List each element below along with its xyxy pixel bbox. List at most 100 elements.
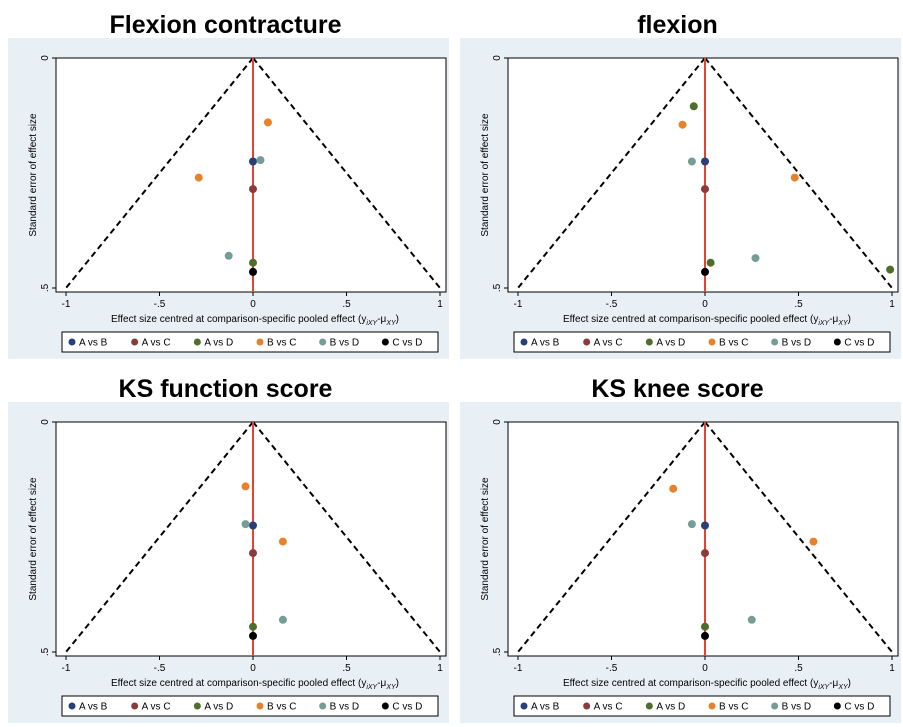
legend-marker xyxy=(708,702,716,710)
y-tick-label: .5 xyxy=(40,283,51,292)
x-tick-label: .5 xyxy=(794,299,803,310)
x-axis-label: Effect size centred at comparison-specif… xyxy=(111,314,399,327)
legend-marker xyxy=(645,702,653,710)
x-tick-label: 1 xyxy=(889,663,895,674)
legend-marker xyxy=(583,702,591,710)
legend-marker xyxy=(131,338,139,346)
data-point-b-vs-d xyxy=(747,615,756,624)
legend-marker xyxy=(319,702,327,710)
x-tick-label: -1 xyxy=(514,299,523,310)
data-point-b-vs-d xyxy=(224,251,233,260)
legend-marker xyxy=(520,702,528,710)
data-point-b-vs-c xyxy=(678,120,687,129)
legend-label: A vs C xyxy=(142,338,171,349)
data-point-a-vs-b xyxy=(249,157,257,166)
legend-label: B vs D xyxy=(782,338,811,349)
legend-marker xyxy=(520,338,528,346)
data-point-a-vs-b xyxy=(701,157,709,166)
data-point-b-vs-c xyxy=(809,537,818,546)
legend-marker xyxy=(193,338,201,346)
x-tick-label: -1 xyxy=(62,663,71,674)
legend-marker xyxy=(833,338,841,346)
data-point-a-vs-d xyxy=(886,265,895,274)
funnel-plot-panel: flexion -1 -.5 0 .5 1 0 .5 Standard error of eff… xyxy=(452,0,903,363)
chart-title: KS knee score xyxy=(591,375,763,403)
legend-marker xyxy=(833,702,841,710)
y-tick-label: 0 xyxy=(40,419,51,425)
data-point-a-vs-c xyxy=(701,185,709,194)
legend-box xyxy=(61,695,439,717)
legend-label: A vs B xyxy=(79,702,108,713)
data-point-b-vs-c xyxy=(790,173,799,182)
data-point-b-vs-d xyxy=(241,520,250,529)
legend-label: A vs C xyxy=(142,702,171,713)
legend-marker xyxy=(256,338,264,346)
y-axis-label: Standard error of effect size xyxy=(480,477,491,601)
legend-label: A vs D xyxy=(204,338,233,349)
plot-area xyxy=(55,421,447,657)
data-point-a-vs-d xyxy=(706,258,715,267)
x-tick-label: -.5 xyxy=(606,299,618,310)
funnel-plot-panel: KS function score -1 -.5 0 .5 1 0 .5 Standard er… xyxy=(0,364,451,727)
data-point-c-vs-d xyxy=(249,267,257,276)
data-point-b-vs-d xyxy=(687,157,696,166)
legend-label: C vs D xyxy=(392,702,422,713)
legend-box xyxy=(513,331,891,353)
data-point-a-vs-b xyxy=(249,521,257,530)
x-axis-label: Effect size centred at comparison-specif… xyxy=(563,314,851,327)
x-tick-label: 1 xyxy=(889,299,895,310)
data-point-c-vs-d xyxy=(701,267,709,276)
legend-label: C vs D xyxy=(392,338,422,349)
data-point-b-vs-c xyxy=(278,537,287,546)
legend-marker xyxy=(193,702,201,710)
funnel-plot-svg: KS function score -1 -.5 0 .5 1 0 .5 Standard er… xyxy=(0,364,451,727)
y-tick-label: .5 xyxy=(492,283,503,292)
x-tick-label: 0 xyxy=(250,299,256,310)
legend-label: B vs D xyxy=(330,702,359,713)
y-tick-label: 0 xyxy=(492,419,503,425)
legend-label: A vs D xyxy=(656,338,685,349)
legend-label: A vs D xyxy=(656,702,685,713)
legend-marker xyxy=(381,338,389,346)
legend-marker xyxy=(381,702,389,710)
legend-marker xyxy=(645,338,653,346)
legend-box xyxy=(61,331,439,353)
funnel-plot-svg: KS knee score -1 -.5 0 .5 1 0 .5 Standard error … xyxy=(452,364,903,727)
legend-marker xyxy=(319,338,327,346)
data-point-b-vs-c xyxy=(669,484,678,493)
data-point-a-vs-c xyxy=(249,185,257,194)
x-axis-label: Effect size centred at comparison-specif… xyxy=(563,678,851,691)
y-tick-label: 0 xyxy=(40,55,51,61)
y-axis-label: Standard error of effect size xyxy=(28,113,39,237)
x-axis-label: Effect size centred at comparison-specif… xyxy=(111,678,399,691)
legend-label: A vs B xyxy=(531,338,560,349)
data-point-b-vs-c xyxy=(241,482,250,491)
legend-marker xyxy=(771,702,779,710)
legend-label: A vs B xyxy=(79,338,108,349)
data-point-b-vs-d xyxy=(256,156,265,165)
plot-area xyxy=(507,57,899,293)
legend-label: A vs D xyxy=(204,702,233,713)
x-tick-label: -.5 xyxy=(154,663,166,674)
y-tick-label: .5 xyxy=(40,647,51,656)
data-point-a-vs-d xyxy=(701,622,709,631)
legend-label: C vs D xyxy=(844,702,874,713)
legend-marker xyxy=(68,702,76,710)
legend-label: B vs C xyxy=(267,338,296,349)
funnel-plot-svg: Flexion contracture -1 -.5 0 .5 1 0 .5 Standard … xyxy=(0,0,451,363)
legend-label: A vs C xyxy=(594,338,623,349)
x-tick-label: 0 xyxy=(702,299,708,310)
x-tick-label: 0 xyxy=(702,663,708,674)
x-tick-label: -.5 xyxy=(606,663,618,674)
x-tick-label: 0 xyxy=(250,663,256,674)
data-point-b-vs-d xyxy=(278,615,287,624)
legend-marker xyxy=(68,338,76,346)
plot-area xyxy=(507,421,899,657)
plot-area xyxy=(55,57,447,293)
data-point-b-vs-c xyxy=(194,173,203,182)
data-point-c-vs-d xyxy=(701,631,709,640)
legend-marker xyxy=(771,338,779,346)
legend-label: B vs C xyxy=(267,702,296,713)
legend-marker xyxy=(708,338,716,346)
x-tick-label: -.5 xyxy=(154,299,166,310)
